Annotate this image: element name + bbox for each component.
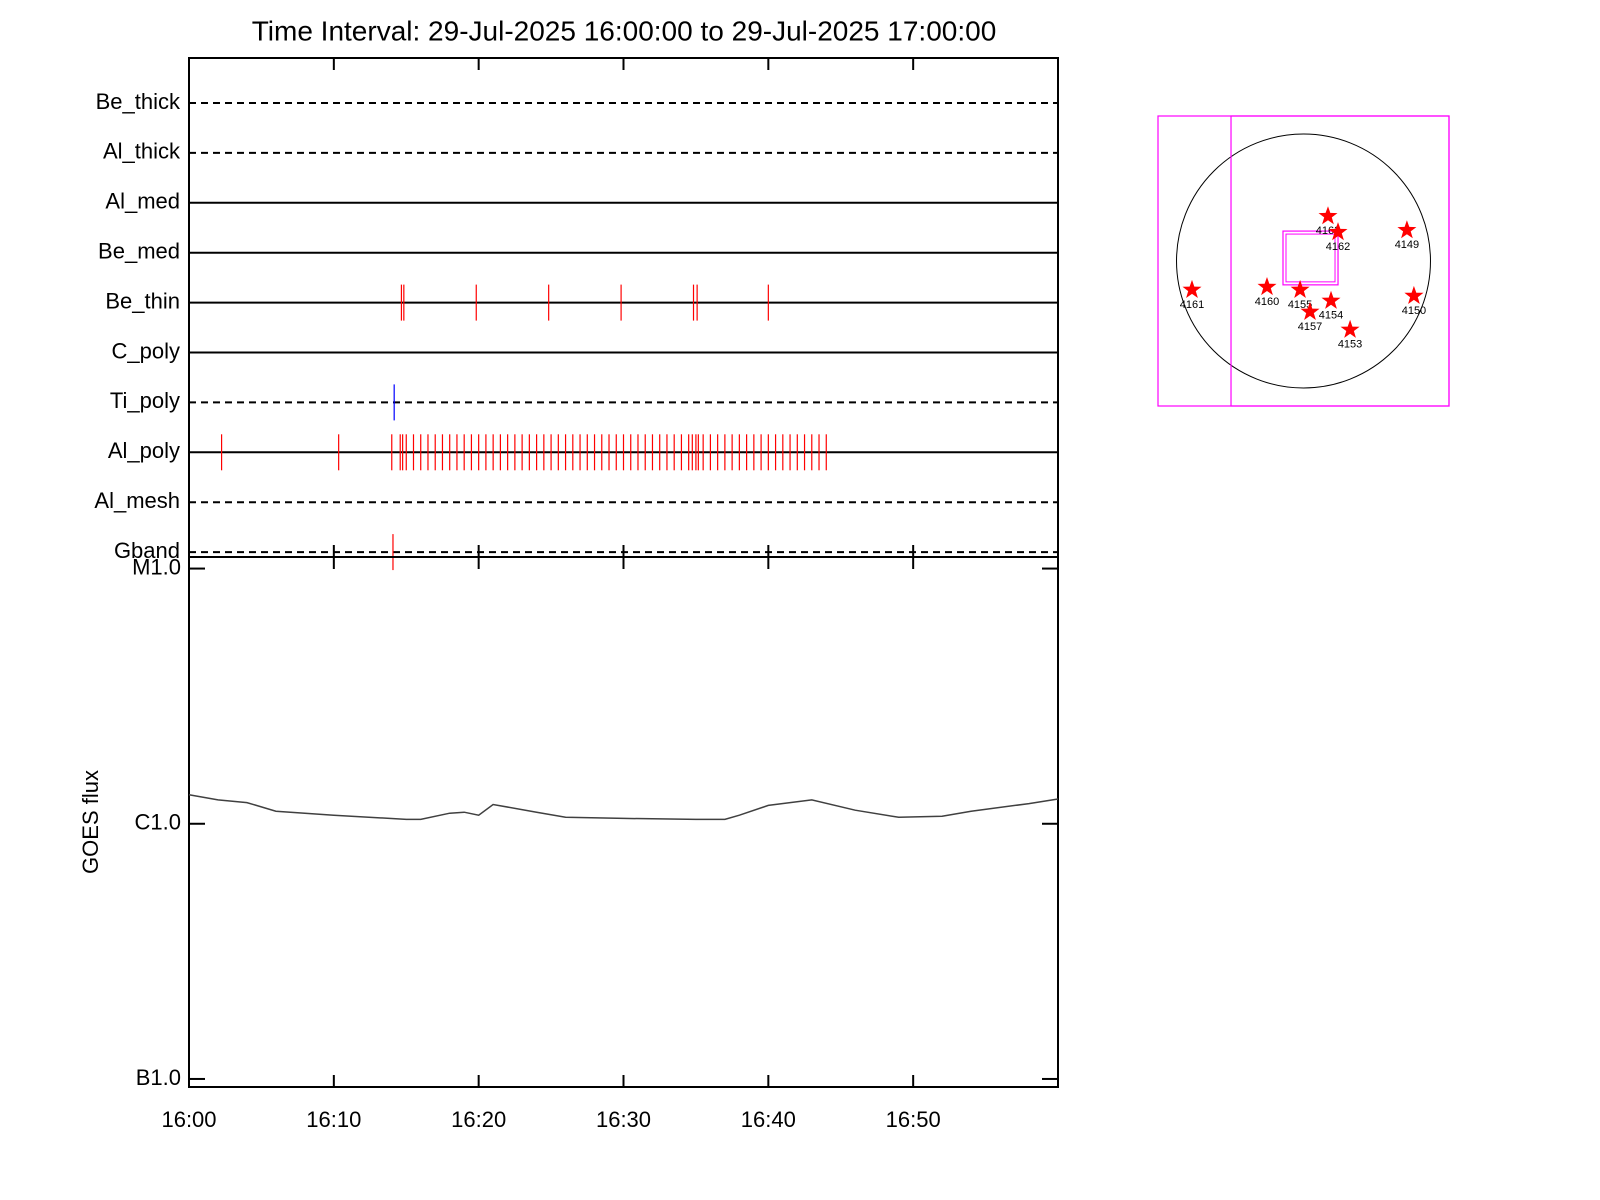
map-frame bbox=[1157, 115, 1450, 407]
channel-label: Al_med bbox=[105, 189, 180, 214]
region-star bbox=[1340, 319, 1360, 338]
region-label: 4160 bbox=[1255, 296, 1279, 308]
region-star bbox=[1404, 285, 1424, 304]
x-tick-label: 16:30 bbox=[596, 1107, 651, 1132]
region-star bbox=[1300, 301, 1320, 320]
region-star bbox=[1182, 279, 1202, 298]
y-tick-label: B1.0 bbox=[136, 1065, 181, 1090]
region-label: 4157 bbox=[1298, 321, 1322, 333]
solar-disk bbox=[1176, 133, 1431, 389]
region-label: 4155 bbox=[1288, 299, 1312, 311]
y-tick-label: C1.0 bbox=[135, 810, 181, 835]
flux-line bbox=[188, 793, 1059, 821]
x-tick-label: 16:10 bbox=[306, 1107, 361, 1132]
channel-label: Al_poly bbox=[108, 438, 180, 463]
region-star bbox=[1321, 290, 1341, 309]
panel-frame bbox=[188, 556, 1059, 1088]
channel-label: Be_thin bbox=[105, 288, 180, 313]
channel-label: Al_thick bbox=[103, 139, 181, 164]
region-star bbox=[1257, 277, 1277, 296]
region-star bbox=[1397, 220, 1417, 239]
region-label: 4149 bbox=[1395, 239, 1419, 251]
channel-label: Be_med bbox=[98, 239, 180, 264]
region-label: 4154 bbox=[1319, 310, 1343, 322]
x-tick-label: 16:50 bbox=[886, 1107, 941, 1132]
region-star bbox=[1290, 279, 1310, 298]
region-label: 4162 bbox=[1326, 241, 1350, 253]
fov-box bbox=[1285, 233, 1336, 283]
region-star bbox=[1328, 222, 1348, 241]
fov-box bbox=[1230, 115, 1450, 407]
region-label: 4161 bbox=[1180, 299, 1204, 311]
region-star bbox=[1318, 206, 1338, 225]
x-tick-label: 16:40 bbox=[741, 1107, 796, 1132]
channel-label: Al_mesh bbox=[94, 488, 180, 513]
x-tick-label: 16:20 bbox=[451, 1107, 506, 1132]
panel-frame bbox=[188, 57, 1059, 558]
channel-label: Ti_poly bbox=[110, 388, 180, 413]
chart-title: Time Interval: 29-Jul-2025 16:00:00 to 2… bbox=[252, 15, 997, 46]
y-tick-label: M1.0 bbox=[132, 554, 181, 579]
region-label: 4153 bbox=[1338, 339, 1362, 351]
channel-label: Be_thick bbox=[96, 89, 181, 114]
fov-box bbox=[1282, 230, 1339, 286]
channel-label: C_poly bbox=[112, 338, 180, 363]
x-tick-label: 16:00 bbox=[161, 1107, 216, 1132]
region-label: 4150 bbox=[1402, 305, 1426, 317]
y-axis-label: GOES flux bbox=[78, 770, 103, 874]
channel-label: Gband bbox=[114, 538, 180, 563]
